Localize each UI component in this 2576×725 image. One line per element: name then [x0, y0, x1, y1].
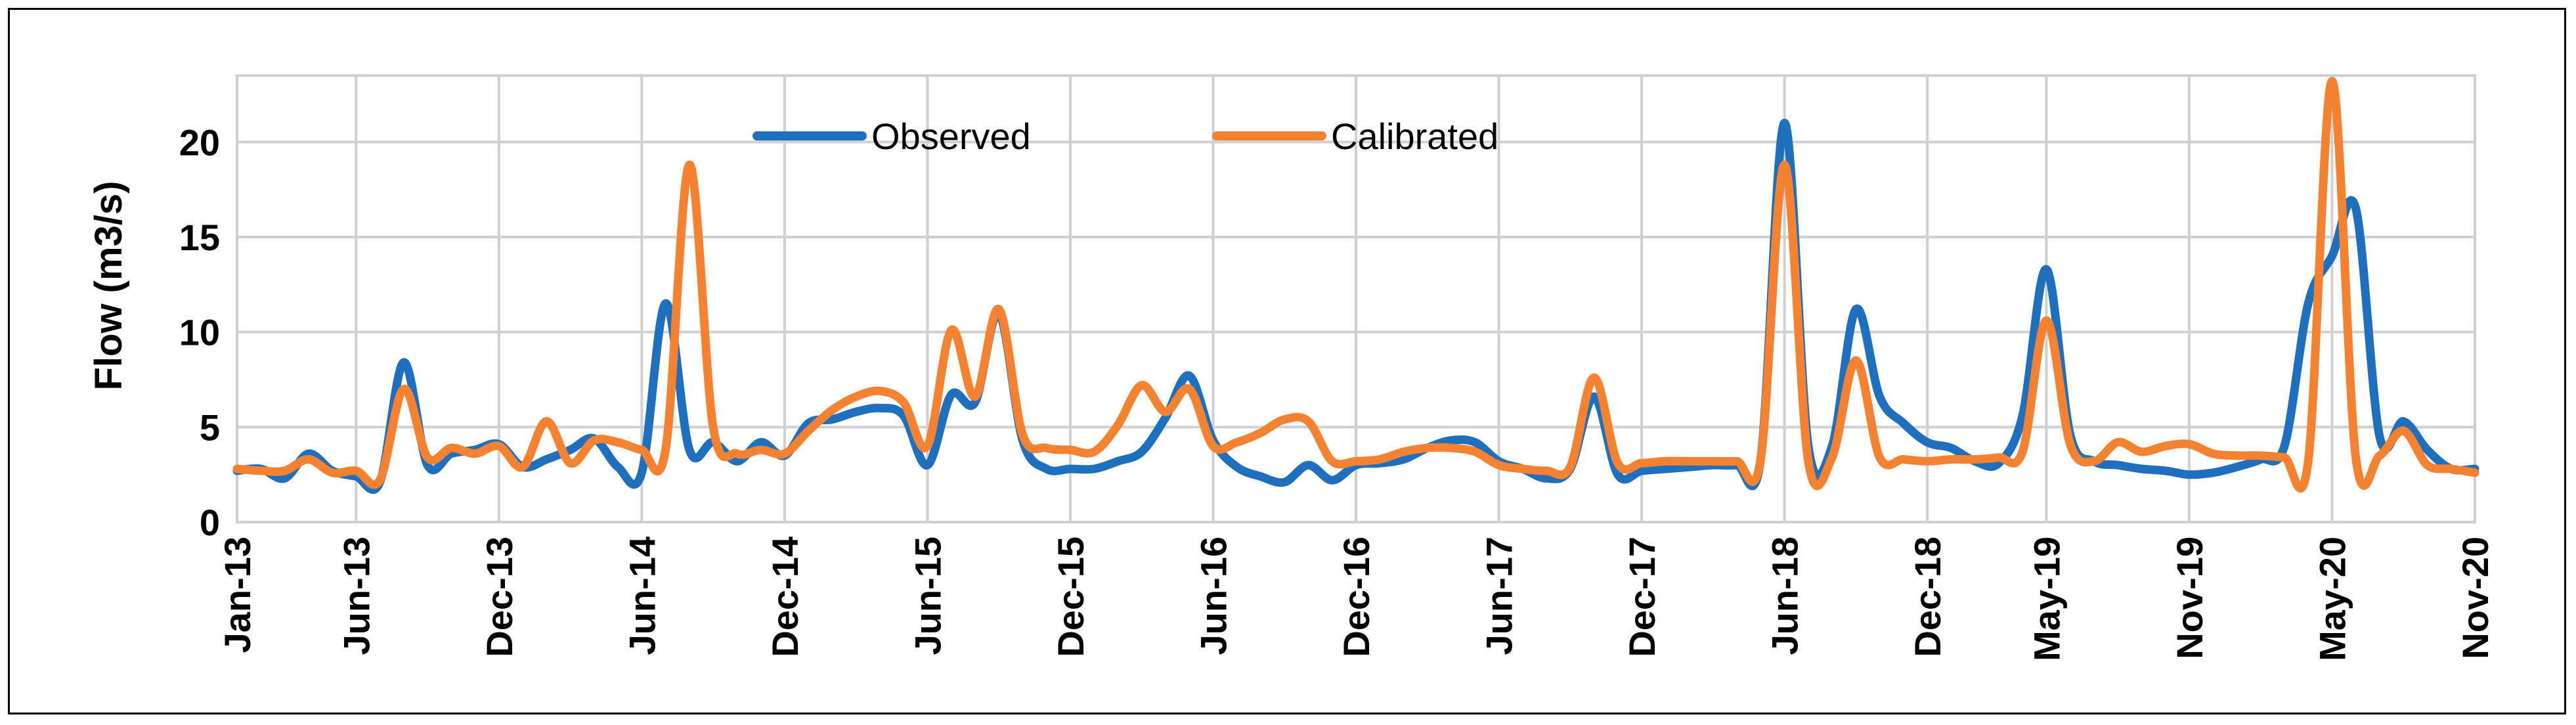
y-tick-label: 10: [179, 312, 220, 353]
x-tick-label: Jun-13: [336, 537, 377, 655]
y-tick-label: 20: [179, 121, 220, 163]
x-tick-label: Nov-19: [2169, 537, 2210, 659]
chart-frame: 0 5 10 15 20 Jan-13 Jun-13 Dec-13 Jun-14 Dec-14 J…: [8, 8, 2566, 714]
plot-area-border: [236, 74, 2476, 523]
y-axis-label: Flow (m3/s): [87, 181, 130, 390]
legend-label-calibrated: Calibrated: [1331, 116, 1498, 157]
x-tick-label: Dec-13: [479, 537, 520, 657]
legend-label-observed: Observed: [871, 116, 1031, 157]
x-tick-label: Dec-15: [1050, 537, 1091, 657]
x-tick-label: Dec-17: [1621, 537, 1663, 657]
x-tick-label: Jun-17: [1479, 537, 1520, 655]
x-tick-label: Jun-15: [907, 537, 948, 655]
x-tick-label: Jan-13: [217, 537, 258, 653]
x-tick-label: May-20: [2311, 537, 2353, 661]
x-tick-label: Dec-16: [1336, 537, 1377, 657]
x-tick-label: Jun-18: [1764, 537, 1806, 655]
y-tick-label: 15: [179, 217, 220, 258]
x-axis-ticks: Jan-13 Jun-13 Dec-13 Jun-14 Dec-14 Jun-15 Dec-…: [217, 537, 2496, 661]
x-tick-label: Nov-20: [2455, 537, 2496, 659]
y-tick-label: 5: [200, 406, 220, 448]
x-tick-label: Jun-14: [621, 537, 663, 655]
series-line-calibrated: [232, 77, 2479, 493]
x-tick-label: May-19: [2026, 537, 2067, 661]
x-tick-label: Dec-18: [1907, 537, 1948, 657]
legend: Observed Calibrated: [753, 116, 1498, 157]
series-layer: [232, 77, 2479, 494]
x-tick-label: Jun-16: [1192, 537, 1234, 655]
x-tick-label: Dec-14: [764, 537, 806, 657]
y-axis-ticks: 0 5 10 15 20: [179, 121, 220, 543]
y-tick-label: 0: [200, 502, 220, 543]
